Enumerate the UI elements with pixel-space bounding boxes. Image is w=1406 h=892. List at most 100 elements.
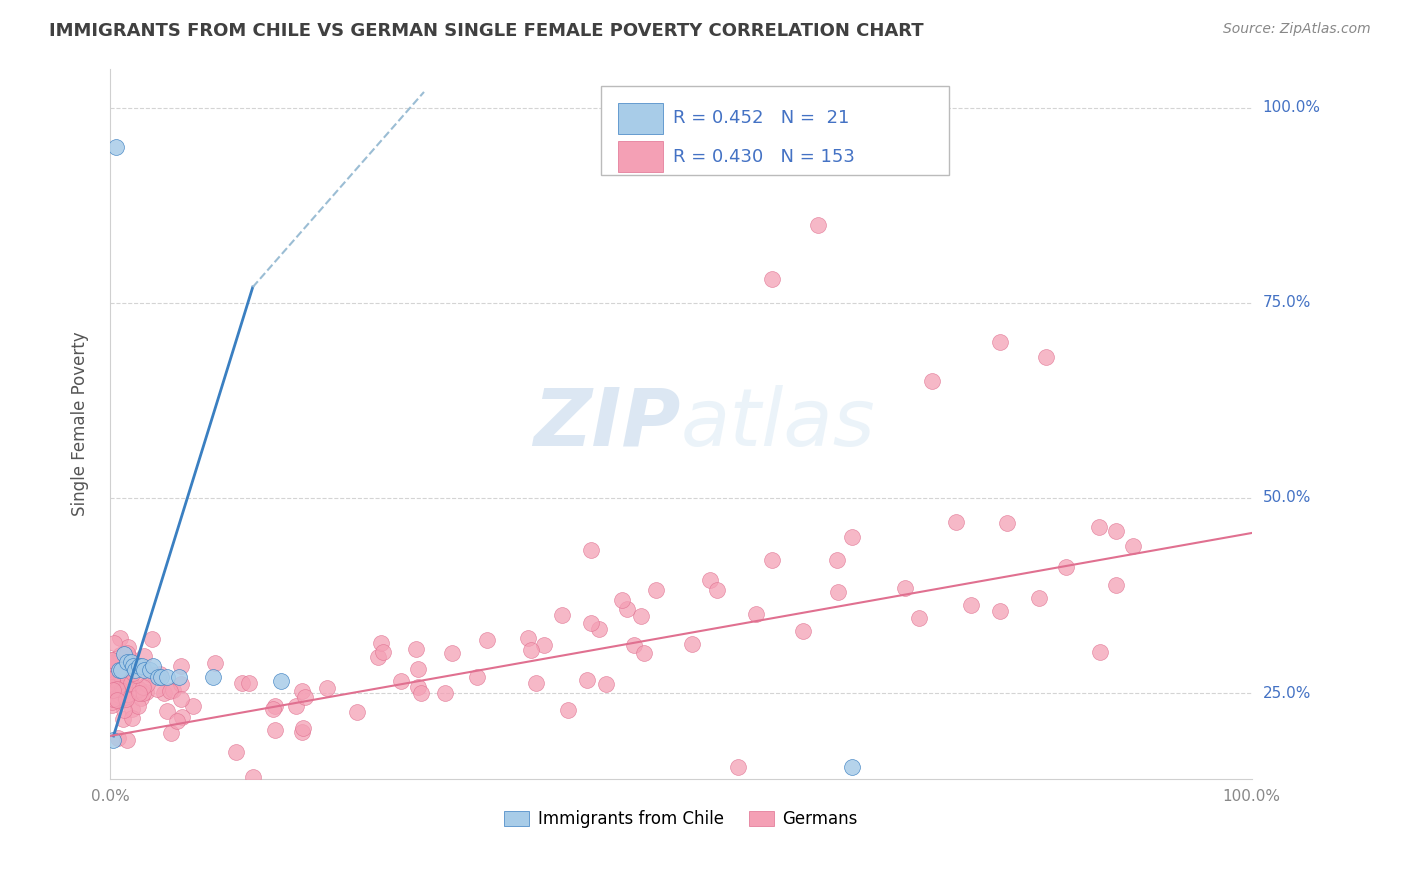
- Point: [128, 681, 150, 696]
- Point: [105, 681, 128, 696]
- Point: [139, 668, 162, 682]
- Point: [131, 658, 153, 673]
- Point: [988, 604, 1011, 618]
- Point: [1105, 578, 1128, 592]
- Point: [101, 681, 124, 695]
- Point: [117, 640, 139, 655]
- Point: [114, 668, 136, 682]
- Text: ZIP: ZIP: [533, 384, 681, 463]
- Text: 75.0%: 75.0%: [1263, 295, 1310, 310]
- Point: [108, 674, 131, 689]
- Point: [945, 515, 967, 529]
- Point: [112, 703, 135, 717]
- Point: [681, 637, 703, 651]
- Point: [263, 698, 285, 713]
- Point: [433, 686, 456, 700]
- Point: [533, 638, 555, 652]
- Point: [108, 648, 131, 662]
- Text: 25.0%: 25.0%: [1263, 686, 1310, 700]
- Point: [150, 670, 173, 684]
- Point: [389, 673, 412, 688]
- Point: [170, 676, 193, 690]
- Text: 100.0%: 100.0%: [1263, 100, 1320, 115]
- Point: [146, 670, 169, 684]
- Point: [101, 672, 124, 686]
- Point: [132, 648, 155, 663]
- Text: 50.0%: 50.0%: [1263, 491, 1310, 506]
- Point: [225, 745, 247, 759]
- Point: [644, 583, 666, 598]
- Point: [108, 663, 131, 677]
- Point: [294, 690, 316, 704]
- Point: [579, 615, 602, 630]
- Point: [170, 659, 193, 673]
- Point: [371, 645, 394, 659]
- Point: [146, 681, 169, 696]
- Point: [841, 760, 863, 774]
- Point: [292, 721, 315, 735]
- Point: [105, 666, 128, 681]
- Point: [112, 673, 135, 687]
- Point: [103, 636, 125, 650]
- Point: [141, 632, 163, 647]
- Point: [111, 673, 134, 687]
- Point: [121, 655, 143, 669]
- Point: [110, 663, 132, 677]
- Point: [112, 683, 135, 698]
- Point: [132, 686, 155, 700]
- Point: [579, 543, 602, 558]
- Point: [406, 680, 429, 694]
- Point: [110, 669, 132, 683]
- Point: [105, 693, 128, 707]
- Point: [201, 670, 224, 684]
- Point: [101, 698, 124, 713]
- Point: [136, 676, 159, 690]
- Point: [1104, 524, 1126, 539]
- Point: [995, 516, 1018, 530]
- Point: [127, 698, 149, 713]
- Point: [134, 663, 156, 677]
- Point: [610, 593, 633, 607]
- Point: [367, 649, 389, 664]
- Point: [131, 690, 153, 705]
- Point: [101, 653, 124, 667]
- Point: [128, 686, 150, 700]
- Point: [115, 733, 138, 747]
- Point: [156, 705, 179, 719]
- Point: [477, 632, 499, 647]
- Point: [110, 671, 132, 685]
- Point: [520, 642, 543, 657]
- Point: [114, 686, 136, 700]
- Point: [104, 672, 127, 686]
- Point: [231, 675, 253, 690]
- Point: [108, 694, 131, 708]
- Point: [159, 684, 181, 698]
- Point: [465, 670, 488, 684]
- Point: [115, 646, 138, 660]
- FancyBboxPatch shape: [619, 141, 662, 172]
- Point: [699, 573, 721, 587]
- Point: [908, 611, 931, 625]
- Point: [128, 681, 150, 696]
- Point: [101, 695, 124, 709]
- Point: [921, 374, 943, 388]
- Point: [120, 677, 142, 691]
- Point: [162, 683, 184, 698]
- Point: [405, 642, 427, 657]
- Point: [122, 658, 145, 673]
- FancyBboxPatch shape: [600, 87, 949, 175]
- Point: [105, 675, 128, 690]
- Point: [727, 760, 749, 774]
- Point: [893, 582, 915, 596]
- Point: [204, 656, 226, 670]
- Point: [263, 723, 285, 737]
- Point: [142, 658, 165, 673]
- Point: [121, 702, 143, 716]
- Point: [149, 666, 172, 681]
- Point: [121, 665, 143, 680]
- Point: [103, 683, 125, 698]
- Point: [120, 655, 142, 669]
- Point: [172, 710, 194, 724]
- Point: [242, 771, 264, 785]
- Point: [101, 676, 124, 690]
